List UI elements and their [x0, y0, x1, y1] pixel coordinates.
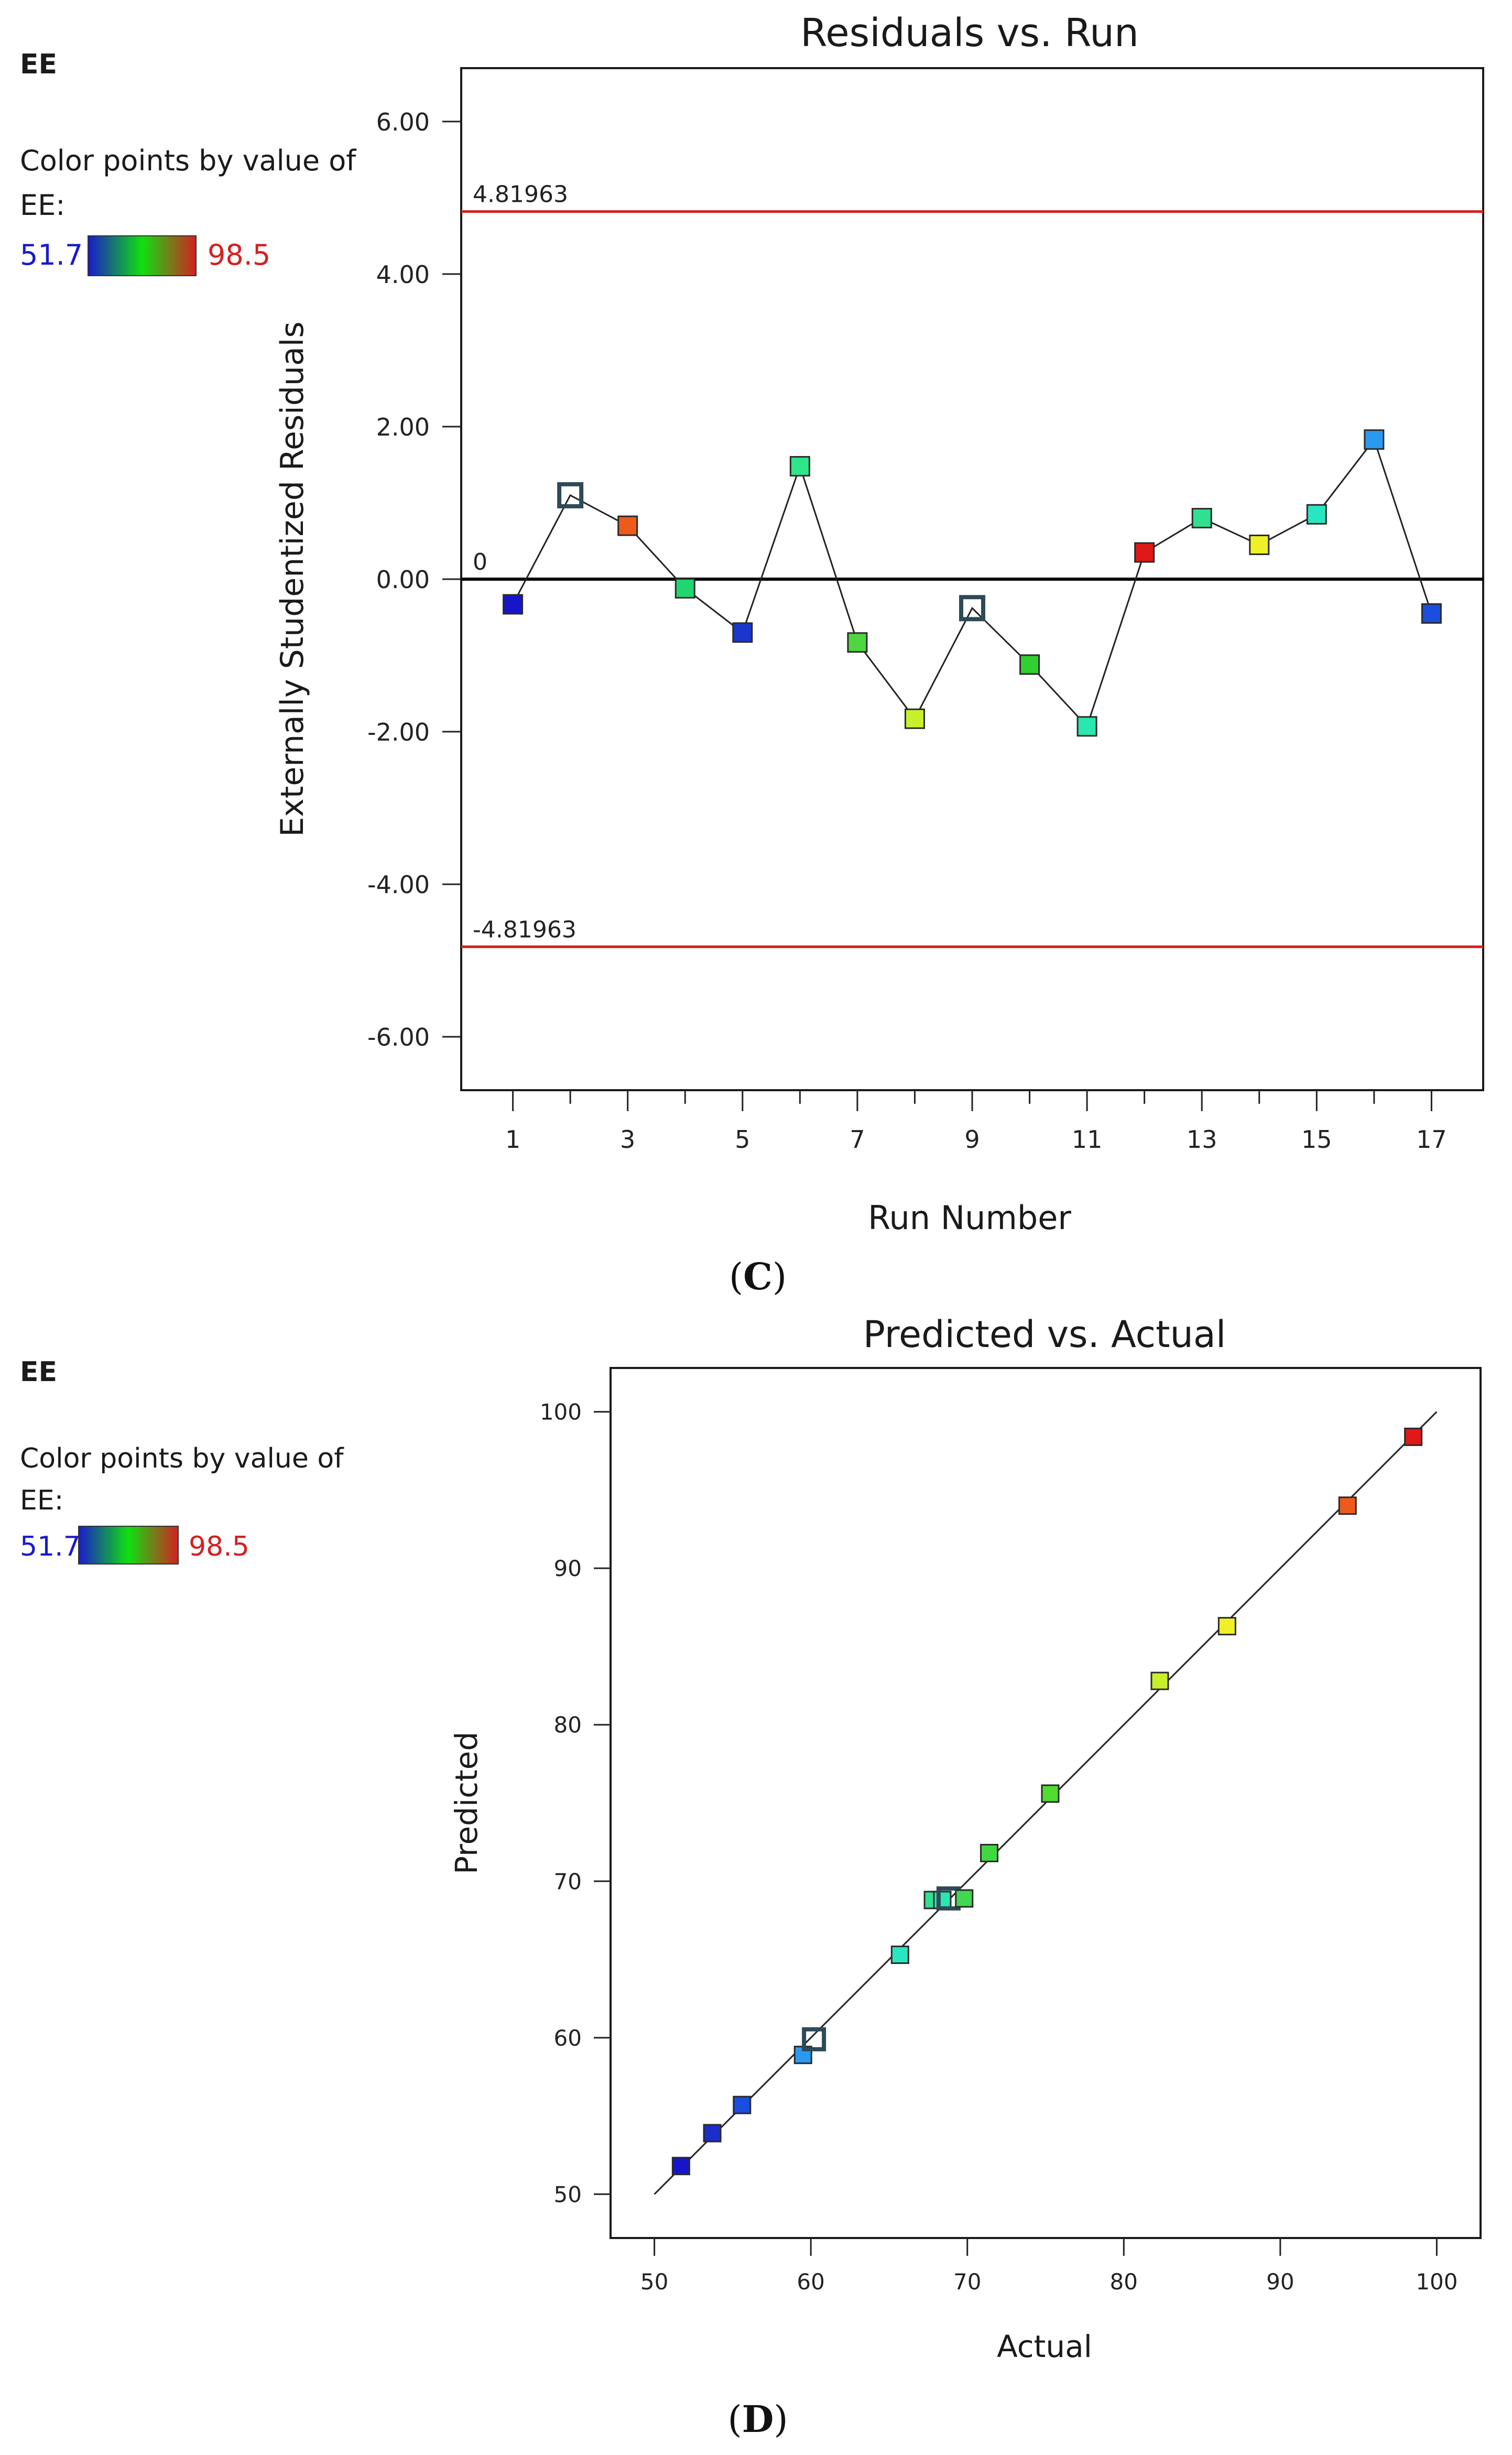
- y-tick-label: 4.00: [376, 260, 430, 289]
- y-tick-label: 80: [554, 1712, 582, 1738]
- data-point: [847, 632, 868, 653]
- x-tick-label: 50: [640, 2269, 668, 2295]
- x-tick-label: 9: [964, 1125, 980, 1154]
- zero-line-label: 0: [473, 549, 487, 575]
- legend-subtitle-line2: EE:: [20, 189, 65, 222]
- data-point: [733, 2095, 752, 2114]
- x-tick-label: 60: [797, 2269, 824, 2295]
- y-tick-label: 70: [554, 1869, 582, 1894]
- y-tick-label: -6.00: [367, 1023, 430, 1051]
- x-tick-label: 11: [1072, 1125, 1103, 1154]
- legend-min-label: 51.7: [20, 1531, 81, 1562]
- y-tick-label: 6.00: [376, 108, 430, 136]
- data-point: [503, 594, 524, 615]
- data-point: [675, 578, 695, 599]
- data-point: [703, 2124, 722, 2143]
- data-point: [1150, 1671, 1169, 1690]
- data-point: [1041, 1784, 1060, 1803]
- y-tick-label: -2.00: [367, 718, 430, 746]
- panel-c: EE Color points by value of EE: 51.7 98.…: [20, 10, 1484, 1298]
- panel-caption: (C): [729, 1255, 787, 1298]
- x-tick-label: 5: [735, 1125, 750, 1154]
- legend-color-bar: [88, 235, 197, 276]
- data-point: [1364, 429, 1385, 450]
- x-tick-label: 100: [1416, 2269, 1457, 2295]
- x-axis-label: Actual: [997, 2329, 1092, 2364]
- legend-subtitle-line1: Color points by value of: [20, 1443, 344, 1474]
- color-legend: EE Color points by value of EE: 51.7 98.…: [20, 1356, 344, 1565]
- data-point: [1076, 716, 1097, 737]
- x-tick-label: 80: [1110, 2269, 1138, 2295]
- x-tick-label: 17: [1416, 1125, 1447, 1154]
- data-point: [671, 2157, 690, 2176]
- legend-subtitle-line2: EE:: [20, 1485, 63, 1516]
- y-tick-label: 60: [554, 2025, 582, 2051]
- data-point: [557, 482, 584, 508]
- color-legend: EE Color points by value of EE: 51.7 98.…: [20, 49, 357, 276]
- data-point: [1134, 542, 1155, 563]
- y-tick-label: 50: [554, 2181, 582, 2207]
- caption-letter: D: [742, 2397, 774, 2441]
- plot-area: [610, 1367, 1482, 2239]
- data-point: [933, 1891, 952, 1909]
- x-tick-label: 15: [1301, 1125, 1332, 1154]
- chart-title: Residuals vs. Run: [800, 10, 1139, 56]
- y-tick-label: 0.00: [376, 566, 430, 594]
- x-tick-label: 13: [1187, 1125, 1217, 1154]
- x-tick-label: 3: [620, 1125, 635, 1154]
- data-point: [1191, 508, 1212, 529]
- chart-title: Predicted vs. Actual: [863, 1313, 1226, 1356]
- limit-line-label: 4.81963: [473, 181, 568, 208]
- x-tick-label: 90: [1266, 2269, 1294, 2295]
- x-axis-label: Run Number: [868, 1199, 1071, 1237]
- x-tick-label: 1: [505, 1125, 520, 1154]
- x-tick-label: 70: [953, 2269, 981, 2295]
- fit-diagonal-line: [654, 1411, 1438, 2195]
- limit-line-label: -4.81963: [473, 916, 576, 943]
- legend-title: EE: [20, 49, 57, 80]
- legend-color-bar: [78, 1526, 179, 1565]
- y-tick-label: -4.00: [367, 871, 430, 899]
- data-point: [789, 456, 810, 477]
- y-tick-label: 100: [540, 1399, 582, 1425]
- y-axis-label: Predicted: [449, 1732, 484, 1874]
- data-point: [890, 1946, 909, 1964]
- data-point: [1404, 1427, 1423, 1446]
- data-point: [1338, 1496, 1357, 1515]
- y-tick-label: 90: [554, 1556, 582, 1581]
- y-axis-label: Externally Studentized Residuals: [274, 321, 311, 837]
- caption-letter: C: [743, 1255, 773, 1298]
- legend-subtitle-line1: Color points by value of: [20, 144, 357, 177]
- legend-max-label: 98.5: [208, 238, 270, 271]
- y-tick-label: 2.00: [376, 413, 430, 441]
- data-point: [802, 2027, 826, 2051]
- data-point: [1306, 504, 1327, 525]
- data-point: [732, 622, 753, 643]
- legend-title: EE: [20, 1356, 57, 1388]
- x-tick-label: 7: [850, 1125, 865, 1154]
- data-point: [1019, 654, 1040, 675]
- data-point: [1421, 603, 1442, 624]
- run-connector-line: [512, 438, 1432, 728]
- data-point: [959, 595, 985, 622]
- legend-min-label: 51.7: [20, 238, 83, 271]
- panel-caption: (D): [727, 2397, 788, 2441]
- data-point: [1217, 1617, 1236, 1636]
- data-point: [1249, 535, 1270, 556]
- data-point: [617, 515, 638, 536]
- data-point: [980, 1844, 999, 1863]
- data-point: [904, 708, 925, 729]
- panel-d: EE Color points by value of EE: 51.7 98.…: [20, 1313, 1482, 2441]
- data-point: [955, 1889, 974, 1908]
- legend-max-label: 98.5: [189, 1531, 249, 1562]
